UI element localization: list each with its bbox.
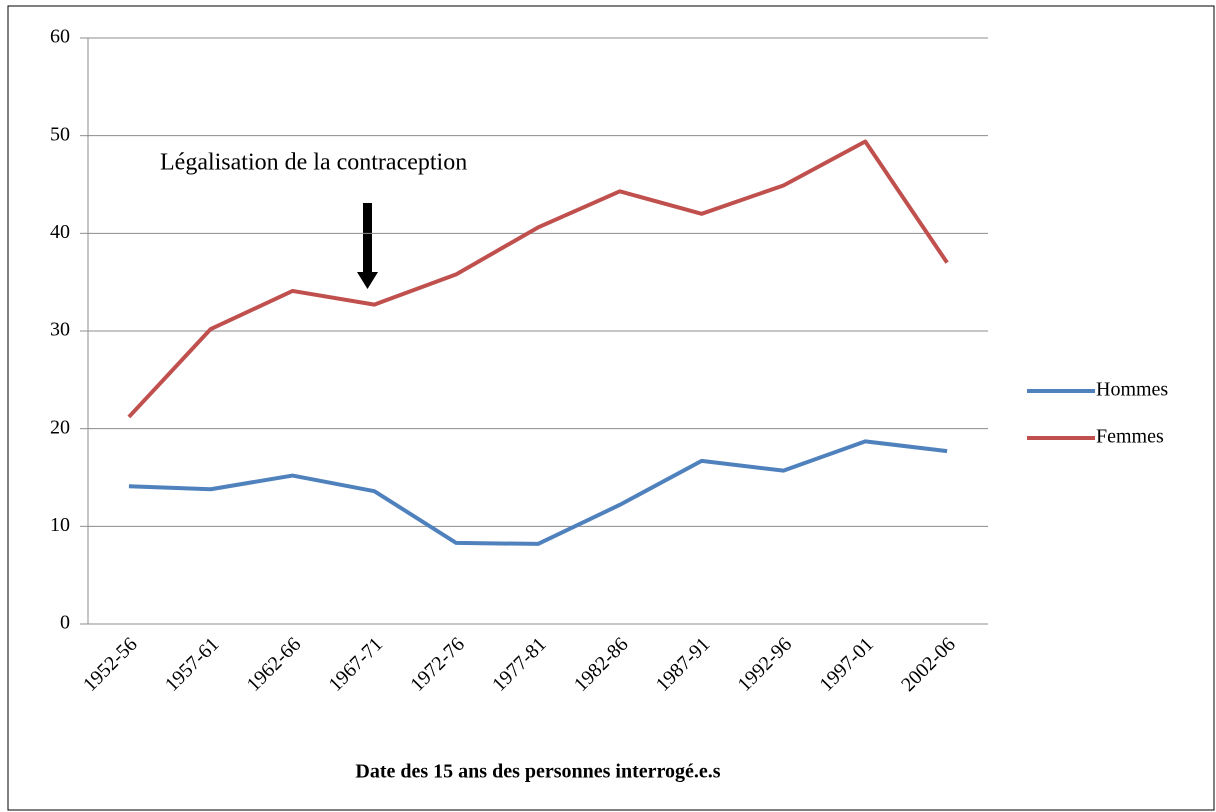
x-axis-label: Date des 15 ans des personnes interrogé.…	[355, 761, 720, 783]
x-tick-label: 1997-01	[815, 633, 878, 696]
x-tick-label: 1982-86	[570, 633, 633, 696]
y-tick-label: 40	[50, 221, 70, 243]
x-tick-label: 1962-66	[243, 633, 306, 696]
x-tick-label: 1977-81	[488, 633, 551, 696]
y-tick-label: 50	[50, 123, 70, 145]
y-tick-label: 10	[50, 514, 70, 536]
line-series	[127, 139, 949, 419]
line-series	[128, 439, 948, 546]
x-tick-label: 1987-91	[652, 633, 715, 696]
x-tick-label: 2002-06	[897, 633, 960, 696]
legend-label: Femmes	[1096, 426, 1164, 448]
annotation: Légalisation de la contraception	[160, 150, 467, 176]
x-tick-label: 1952-56	[79, 633, 142, 696]
y-tick-label: 30	[50, 319, 70, 341]
y-tick-label: 0	[60, 612, 70, 634]
x-tick-label: 1992-96	[734, 633, 797, 696]
x-tick-label: 1972-76	[406, 633, 469, 696]
legend-label: Hommes	[1096, 379, 1168, 401]
x-tick-label: 1957-61	[161, 633, 224, 696]
y-tick-label: 20	[50, 416, 70, 438]
y-tick-label: 60	[50, 26, 70, 48]
annotation-arrow	[357, 203, 378, 289]
x-tick-label: 1967-71	[324, 633, 387, 696]
frame	[7, 5, 1215, 811]
